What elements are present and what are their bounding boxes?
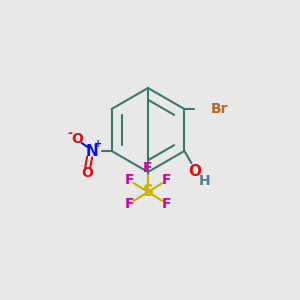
Text: S: S: [142, 184, 154, 200]
Text: +: +: [94, 139, 102, 149]
Text: F: F: [162, 197, 171, 211]
Text: -: -: [67, 128, 72, 140]
Text: F: F: [124, 173, 134, 187]
Text: O: O: [188, 164, 201, 178]
Text: F: F: [143, 161, 153, 175]
Text: F: F: [124, 197, 134, 211]
Text: O: O: [82, 166, 94, 180]
Text: N: N: [85, 143, 98, 158]
Text: H: H: [199, 174, 210, 188]
Text: Br: Br: [210, 102, 228, 116]
Text: F: F: [162, 173, 171, 187]
Text: O: O: [72, 132, 84, 146]
